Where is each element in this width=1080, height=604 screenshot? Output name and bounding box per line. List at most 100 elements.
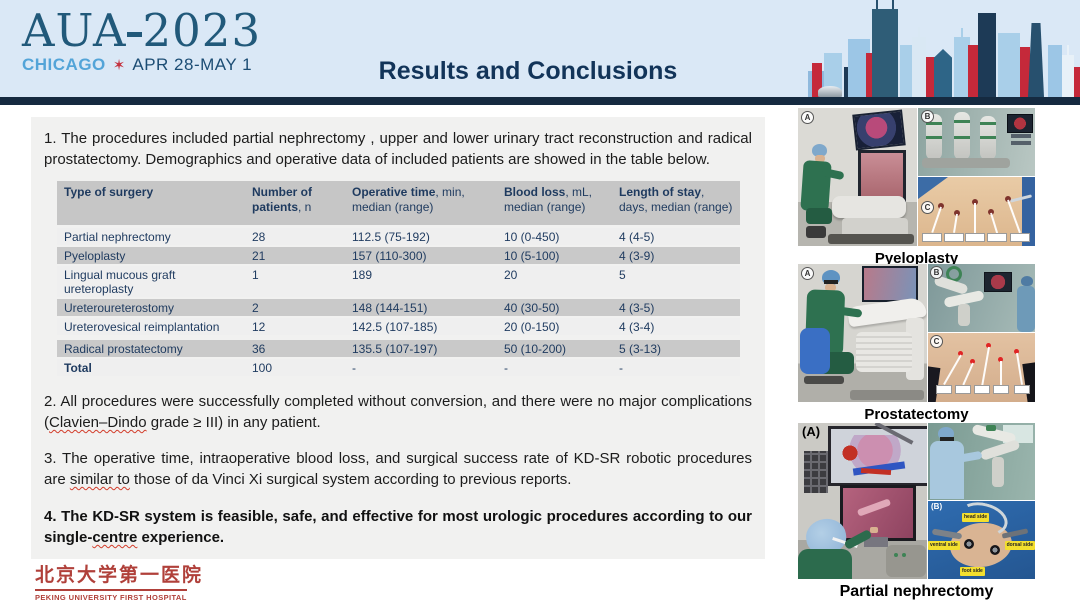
port-wound	[1005, 196, 1011, 202]
skyline-building	[1062, 45, 1074, 97]
dual-monitor-scene: (A)	[798, 423, 927, 579]
cell: 5 (3-13)	[612, 337, 740, 359]
port-label-chip	[944, 233, 964, 242]
console-monitor	[862, 266, 918, 302]
port-wound	[988, 209, 994, 215]
port-setup-scene: (B) head side ventral side dorsal side f…	[928, 501, 1035, 579]
cell: 4 (3-9)	[612, 247, 740, 266]
col-header-stay: Length of stay, days, median (range)	[612, 181, 740, 228]
port-mark	[998, 357, 1003, 362]
cell: Partial nephrectomy	[57, 228, 245, 247]
skyline-building	[866, 53, 874, 97]
col-header-patients: Number of patients, n	[245, 181, 345, 228]
assistant-cap	[1021, 276, 1033, 286]
console-body	[856, 332, 912, 372]
side-label: head side	[962, 513, 990, 522]
logo-wordmark: AUA 2023	[22, 8, 261, 54]
table-row: Ureteroureterostomy 2 148 (144-151) 40 (30-…	[57, 299, 740, 318]
side-label: ventral side	[928, 541, 960, 550]
table-total-row: Total 100- - -	[57, 359, 740, 378]
figure-partial-nephrectomy: (A)	[798, 423, 1035, 601]
page-title: Results and Conclusions	[378, 57, 678, 85]
surgeon-hand	[870, 527, 878, 533]
skyline-building	[812, 63, 822, 97]
skyline-building	[900, 45, 912, 97]
console-arm	[832, 196, 906, 218]
logo-brand: AUA	[22, 4, 127, 57]
table-header-row: Type of surgery Number of patients, n Op…	[57, 181, 740, 228]
figure-prostatectomy: A B	[798, 264, 1035, 423]
side-label: foot side	[960, 567, 985, 576]
machine-base	[850, 390, 924, 400]
surgeon-cap	[938, 427, 954, 440]
cell: -	[497, 359, 612, 378]
panel-letter-a: A	[801, 267, 814, 280]
surgical-drape	[1022, 177, 1035, 246]
hospital-name-english: PEKING UNIVERSITY FIRST HOSPITAL	[35, 593, 187, 602]
port-label-chip	[1014, 385, 1030, 394]
paragraph-3: 3. The operative time, intraoperative bl…	[44, 450, 752, 488]
port-wound	[954, 210, 960, 216]
robot-arm	[954, 112, 970, 160]
port-label-chip	[993, 385, 1009, 394]
port-label-chip	[987, 233, 1007, 242]
panel-letter-c: C	[930, 335, 943, 348]
console-scene: A	[798, 264, 927, 402]
film-viewer	[804, 451, 828, 493]
robot-green-cap	[986, 425, 996, 431]
skyline-building	[1048, 45, 1062, 97]
surgeon-cap	[812, 144, 827, 157]
spellcheck-term: similar to	[69, 471, 130, 488]
surgeon-shoulder	[798, 549, 852, 579]
skyline-building	[912, 27, 926, 97]
surgeon-gown	[930, 441, 964, 499]
hospital-logo: 北京大学第一医院 PEKING UNIVERSITY FIRST HOSPITA…	[35, 560, 203, 602]
cell: 189	[345, 266, 497, 299]
console-base	[886, 545, 926, 577]
cell: -	[345, 359, 497, 378]
equipment-rack	[1011, 141, 1031, 145]
monitor-3d-view	[852, 109, 906, 151]
skyline-building	[954, 28, 970, 97]
cell: 12	[245, 318, 345, 337]
port-mark	[958, 351, 963, 356]
trocar-port	[990, 545, 1000, 555]
port-sites-scene: C	[918, 177, 1035, 246]
machine-base	[828, 234, 914, 244]
panel-letter-c: C	[921, 201, 934, 214]
partial-nephrectomy-photo: (A)	[798, 423, 1035, 579]
cell: 148 (144-151)	[345, 299, 497, 318]
cell: 4 (3-4)	[612, 318, 740, 337]
paragraph-1: 1. The procedures included partial nephr…	[44, 130, 752, 168]
cell: 20	[497, 266, 612, 299]
skyline-building	[926, 57, 936, 97]
blue-chair	[800, 328, 830, 374]
skyline-building	[998, 33, 1020, 97]
cell: 4 (4-5)	[612, 228, 740, 247]
panel-letter-a: (A)	[802, 424, 821, 439]
paragraph-4-conclusion: 4. The KD-SR system is feasible, safe, a…	[44, 508, 752, 546]
aua-2023-logo: AUA 2023 CHICAGO ✶ APR 28-MAY 1	[22, 8, 261, 75]
logo-year: 2023	[142, 4, 262, 57]
panel-letter-b: B	[930, 266, 943, 279]
cell: 21	[245, 247, 345, 266]
cell: 50 (10-200)	[497, 337, 612, 359]
surgical-drape	[918, 177, 948, 199]
stool	[806, 226, 826, 238]
table-row: Radical prostatectomy 36 135.5 (107-197) 50…	[57, 337, 740, 359]
assistant-body	[1017, 286, 1035, 332]
skyline-willis-tower	[872, 0, 898, 97]
figure-pyeloplasty: A B	[798, 108, 1035, 267]
robot-arm	[992, 457, 1004, 487]
robot-arm	[980, 116, 996, 160]
monitor-endoscope-view	[858, 150, 906, 202]
monitor-stand	[864, 537, 888, 547]
skyline-building	[848, 39, 870, 97]
cell: 36	[245, 337, 345, 359]
side-label: dorsal side	[1004, 541, 1035, 550]
equipment-rack	[1011, 134, 1031, 138]
bedside-robot-scene	[928, 423, 1035, 500]
robotic-arms-scene: B	[918, 108, 1035, 176]
cell: 10 (5-100)	[497, 247, 612, 266]
cell: Total	[57, 359, 245, 378]
